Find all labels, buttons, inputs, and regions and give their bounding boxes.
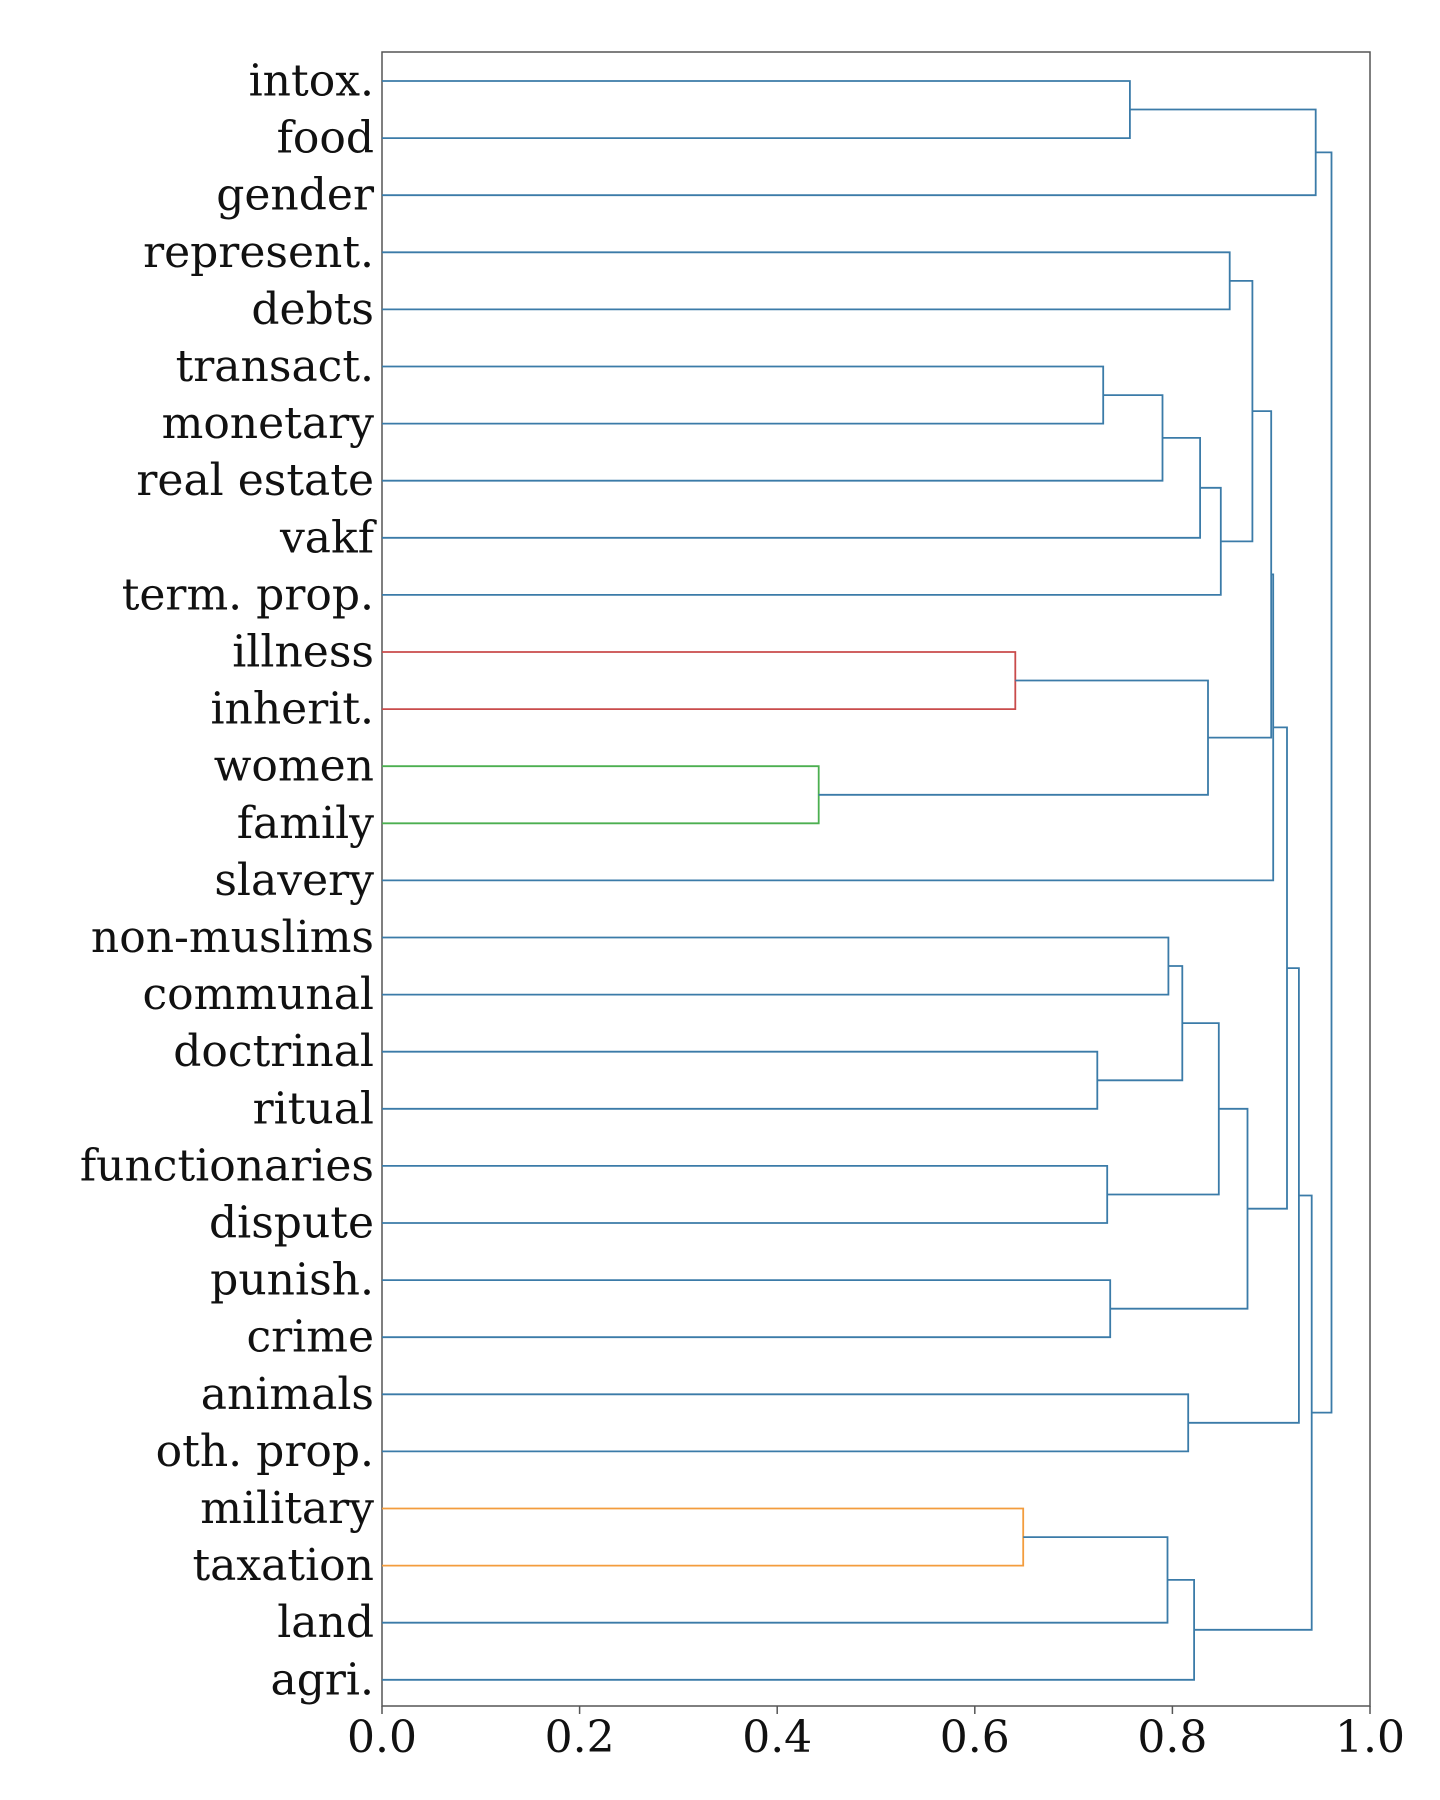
leaf-label: women xyxy=(214,741,374,792)
branch-m28 xyxy=(1311,151,1333,1414)
leaf-label: ritual xyxy=(253,1083,374,1134)
leaf-label: real estate xyxy=(136,455,374,506)
plot-frame xyxy=(381,51,1371,1707)
leaf-label: represent. xyxy=(143,227,374,278)
leaf-label: doctrinal xyxy=(173,1026,374,1077)
x-tick-label: 1.0 xyxy=(1335,1712,1405,1763)
branch-m11 xyxy=(818,679,1209,796)
branch-m14 xyxy=(382,936,1170,996)
leaf-label: taxation xyxy=(192,1540,374,1591)
leaf-label: agri. xyxy=(271,1654,375,1705)
leaf-label: land xyxy=(277,1597,374,1648)
branch-m18 xyxy=(1107,1022,1220,1196)
branch-m3 xyxy=(382,251,1231,311)
branch-m20 xyxy=(1110,1107,1249,1310)
branch-m5 xyxy=(382,394,1164,482)
branch-m26 xyxy=(382,1579,1195,1681)
x-tick-label: 0.4 xyxy=(742,1712,812,1763)
leaf-label: debts xyxy=(251,284,374,335)
branch-m27 xyxy=(1194,1194,1313,1631)
leaf-label: transact. xyxy=(176,341,374,392)
branch-m4 xyxy=(382,365,1105,425)
leaf-label: food xyxy=(277,113,374,164)
x-tick-label: 0.8 xyxy=(1137,1712,1207,1763)
branch-m16 xyxy=(1097,965,1184,1082)
leaf-label: inherit. xyxy=(210,684,374,735)
leaf-label: punish. xyxy=(210,1255,374,1306)
branch-m12 xyxy=(1208,410,1273,739)
branch-m1 xyxy=(382,80,1131,140)
leaf-label: functionaries xyxy=(80,1140,374,1191)
leaf-label: communal xyxy=(142,969,374,1020)
branch-m2 xyxy=(382,108,1317,197)
leaf-label: animals xyxy=(201,1369,374,1420)
dendrogram-branches xyxy=(382,80,1333,1681)
leaf-labels: intox. food gender represent. debts transact.… xyxy=(80,56,377,1706)
branch-m21 xyxy=(1247,726,1288,1210)
branch-m13 xyxy=(382,573,1275,882)
branch-m19 xyxy=(382,1279,1112,1339)
leaf-label: vakf xyxy=(279,512,377,563)
branch-m17 xyxy=(382,1165,1109,1224)
leaf-label: term. prop. xyxy=(122,569,374,620)
branch-m7 xyxy=(382,486,1222,596)
leaf-label: gender xyxy=(216,170,375,221)
leaf-label: family xyxy=(237,798,374,849)
branch-m24 xyxy=(382,1507,1025,1567)
branch-m23 xyxy=(1188,967,1300,1424)
leaf-label: dispute xyxy=(209,1198,374,1249)
leaf-label: crime xyxy=(246,1312,374,1363)
x-tick-label: 0.2 xyxy=(545,1712,615,1763)
branch-m6 xyxy=(382,436,1201,539)
leaf-label: slavery xyxy=(214,855,374,906)
leaf-label: non-muslims xyxy=(91,912,374,963)
leaf-label: monetary xyxy=(162,398,375,449)
leaf-label: illness xyxy=(232,627,374,678)
leaf-label: military xyxy=(200,1483,374,1534)
branch-m8 xyxy=(1220,279,1254,543)
branch-m10 xyxy=(382,765,820,825)
branch-m22 xyxy=(382,1393,1190,1453)
branch-m9 xyxy=(382,651,1017,710)
leaf-label: intox. xyxy=(249,56,374,107)
branch-m25 xyxy=(382,1536,1169,1624)
x-tick-label: 0.0 xyxy=(347,1712,417,1763)
leaf-label: oth. prop. xyxy=(156,1426,374,1477)
x-axis: 0.0 0.2 0.4 0.6 0.8 1.0 xyxy=(347,1706,1405,1763)
x-tick-label: 0.6 xyxy=(940,1712,1010,1763)
branch-m15 xyxy=(382,1050,1099,1110)
